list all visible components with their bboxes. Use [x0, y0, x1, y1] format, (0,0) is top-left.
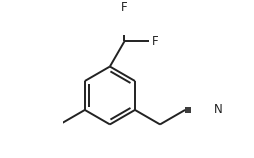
- Text: F: F: [121, 1, 128, 14]
- Text: F: F: [152, 35, 159, 48]
- Text: N: N: [214, 103, 222, 116]
